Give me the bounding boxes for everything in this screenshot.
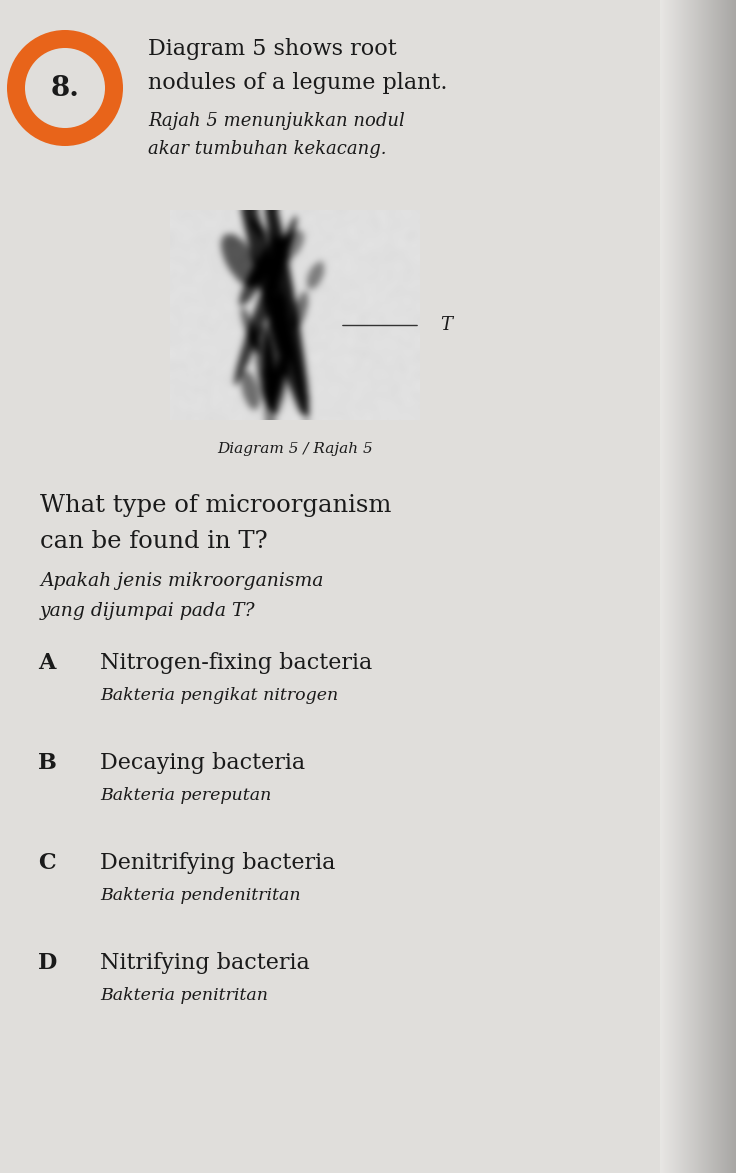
Text: Diagram 5 shows root: Diagram 5 shows root bbox=[148, 38, 397, 60]
Text: nodules of a legume plant.: nodules of a legume plant. bbox=[148, 72, 447, 94]
Text: Nitrogen-fixing bacteria: Nitrogen-fixing bacteria bbox=[100, 652, 372, 674]
Text: Diagram 5 / Rajah 5: Diagram 5 / Rajah 5 bbox=[217, 442, 373, 456]
Circle shape bbox=[25, 48, 105, 128]
Text: T: T bbox=[440, 317, 452, 334]
Text: Bakteria pengikat nitrogen: Bakteria pengikat nitrogen bbox=[100, 687, 339, 704]
Text: akar tumbuhan kekacang.: akar tumbuhan kekacang. bbox=[148, 140, 386, 158]
Text: can be found in T?: can be found in T? bbox=[40, 530, 268, 552]
Text: yang dijumpai pada T?: yang dijumpai pada T? bbox=[40, 602, 255, 621]
Circle shape bbox=[7, 30, 123, 145]
Text: What type of microorganism: What type of microorganism bbox=[40, 494, 392, 517]
Text: Bakteria pereputan: Bakteria pereputan bbox=[100, 787, 272, 804]
Text: A: A bbox=[38, 652, 55, 674]
Text: Bakteria pendenitritan: Bakteria pendenitritan bbox=[100, 887, 300, 904]
Text: D: D bbox=[38, 952, 57, 974]
Text: 8.: 8. bbox=[51, 75, 79, 102]
Text: Rajah 5 menunjukkan nodul: Rajah 5 menunjukkan nodul bbox=[148, 111, 405, 130]
Text: Bakteria penitritan: Bakteria penitritan bbox=[100, 986, 268, 1004]
Text: B: B bbox=[38, 752, 57, 774]
Text: Denitrifying bacteria: Denitrifying bacteria bbox=[100, 852, 336, 874]
Text: C: C bbox=[38, 852, 56, 874]
Text: Decaying bacteria: Decaying bacteria bbox=[100, 752, 305, 774]
Text: Nitrifying bacteria: Nitrifying bacteria bbox=[100, 952, 310, 974]
Text: Apakah jenis mikroorganisma: Apakah jenis mikroorganisma bbox=[40, 572, 323, 590]
